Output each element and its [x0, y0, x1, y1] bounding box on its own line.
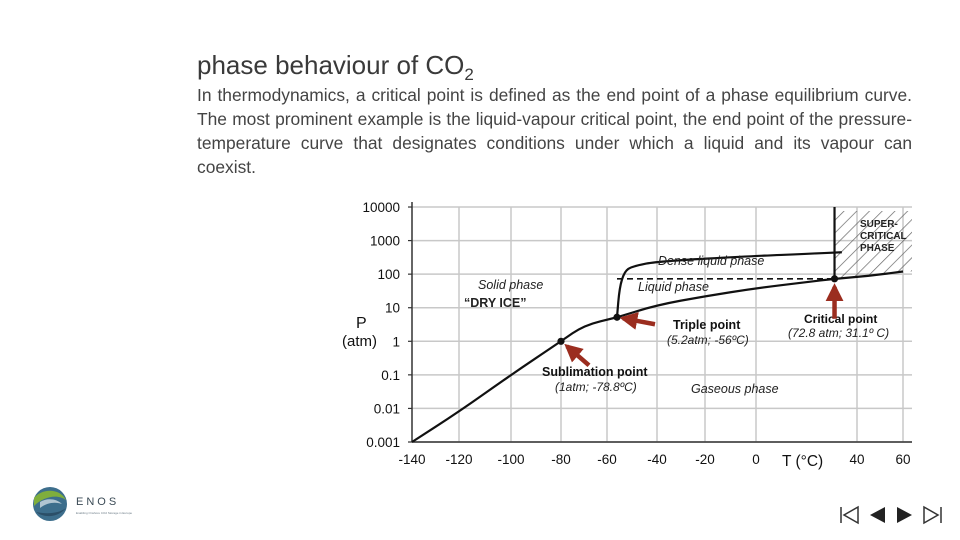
solid-phase-label: Solid phase [478, 278, 543, 292]
x-axis-label: T (°C) [782, 453, 823, 470]
x-tick-label: -140 [398, 452, 425, 467]
vaporization-curve [616, 270, 904, 319]
series-layer [411, 207, 904, 443]
x-tick-label: -120 [445, 452, 472, 467]
next-slide-button[interactable] [894, 504, 916, 526]
logo-text: ENOS [76, 496, 119, 508]
x-tick-label: 0 [752, 452, 760, 467]
triple-point-detail: (5.2atm; -56ºC) [667, 333, 749, 347]
annotation-layer: Solid phase “DRY ICE” Dense liquid phase… [342, 219, 907, 470]
dry-ice-label: “DRY ICE” [464, 296, 527, 310]
co2-phase-diagram: 10000 1000 100 10 1 0.1 0.01 0.001 -140 -120 -100 -… [342, 200, 912, 470]
supercritical-label-line1: SUPER- [860, 219, 898, 230]
supercritical-label-line2: CRITICAL [860, 231, 907, 242]
x-tick-label: 40 [849, 452, 864, 467]
previous-slide-button[interactable] [866, 504, 888, 526]
arrows [564, 283, 844, 367]
triangle-right-icon [897, 507, 912, 523]
x-tick-label: -40 [647, 452, 667, 467]
sublimation-point-arrow [564, 343, 591, 367]
dense-liquid-label: Dense liquid phase [658, 254, 764, 268]
title-text: phase behaviour of CO [197, 50, 465, 80]
title-subscript: 2 [464, 65, 474, 84]
triple-point [613, 313, 621, 321]
gaseous-phase-label: Gaseous phase [691, 382, 779, 396]
liquid-phase-label: Liquid phase [638, 280, 709, 294]
slide-title: phase behaviour of CO2 [197, 50, 474, 85]
y-tick-label: 1000 [370, 234, 400, 249]
supercritical-region [834, 211, 912, 279]
y-tick-label: 0.001 [366, 435, 400, 450]
x-tick-label: -80 [551, 452, 571, 467]
sublimation-curve [411, 316, 618, 443]
skip-back-icon [840, 505, 859, 525]
y-tick-label: 10 [385, 301, 400, 316]
triple-point-title: Triple point [673, 318, 741, 332]
logo-tagline: Enabling Onshore CO2 Storage in Europe [76, 511, 132, 515]
critical-point-detail: (72.8 atm; 31.1º C) [788, 326, 889, 340]
axes: 10000 1000 100 10 1 0.1 0.01 0.001 -140 -120 -100 -… [362, 200, 912, 467]
y-axis-label-line1: P [356, 315, 367, 332]
supercritical-label-line3: PHASE [860, 243, 895, 254]
enos-logo: ENOS Enabling Onshore CO2 Storage in Eur… [33, 487, 132, 521]
sublimation-point-detail: (1atm; -78.8ºC) [555, 380, 637, 394]
x-tick-label: -20 [695, 452, 715, 467]
y-tick-label: 0.1 [381, 368, 400, 383]
x-tick-label: -100 [497, 452, 524, 467]
y-tick-label: 1 [392, 334, 400, 349]
melting-curve [615, 251, 842, 318]
x-tick-label: 60 [895, 452, 910, 467]
y-axis-label-line2: (atm) [342, 333, 377, 350]
skip-forward-icon [923, 505, 942, 525]
y-tick-label: 100 [377, 267, 400, 282]
last-slide-button[interactable] [922, 504, 944, 526]
points [557, 275, 839, 345]
slide-body-text: In thermodynamics, a critical point is d… [197, 85, 912, 177]
triangle-left-icon [870, 507, 885, 523]
x-tick-label: -60 [597, 452, 617, 467]
y-tick-label: 0.01 [374, 401, 400, 416]
sublimation-point [557, 337, 565, 345]
triple-point-arrow [619, 312, 656, 330]
sublimation-point-title: Sublimation point [542, 365, 648, 379]
critical-point-title: Critical point [804, 312, 877, 326]
slide-navigation [838, 504, 944, 526]
y-tick-label: 10000 [362, 200, 400, 215]
critical-point [830, 275, 839, 283]
first-slide-button[interactable] [838, 504, 860, 526]
